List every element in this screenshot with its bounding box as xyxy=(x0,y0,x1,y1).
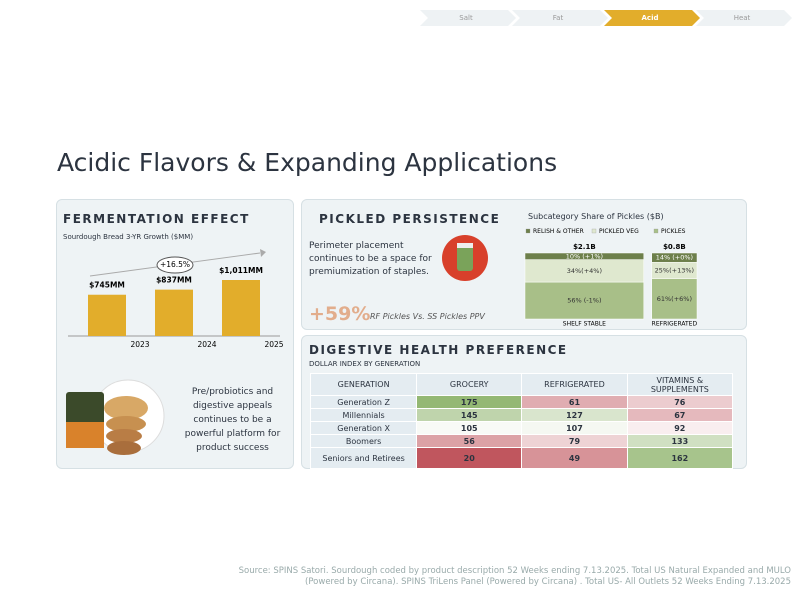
segment-label: 25%(+13%) xyxy=(655,266,694,274)
index-cell: 145 xyxy=(416,408,523,422)
index-cell: 56 xyxy=(416,434,523,448)
pickle-image xyxy=(442,235,488,281)
x-tick-label: 2025 xyxy=(264,340,283,349)
segment-label: 14% (+0%) xyxy=(656,254,693,262)
bar-chart: +16.5% $745MM 2023 $837MM 2024 $1,011MM 2025 xyxy=(68,249,284,349)
index-cell: 79 xyxy=(521,434,628,448)
row-label: Millennials xyxy=(309,408,418,422)
bar xyxy=(155,289,193,336)
segment-label: 10% (+1%) xyxy=(566,252,603,260)
pickled-body: Perimeter placement continues to be a sp… xyxy=(309,241,432,277)
segment-label: 61%(+6%) xyxy=(657,295,692,303)
index-cell: 76 xyxy=(626,395,734,409)
index-cell: 61 xyxy=(521,395,628,409)
stat-caption: RF Pickles Vs. SS Pickles PPV xyxy=(370,312,485,321)
legend-label: RELISH & OTHER xyxy=(533,228,584,235)
column-header: VITAMINS & SUPPLEMENTS xyxy=(626,373,734,396)
nav-step[interactable] xyxy=(604,10,700,26)
segment xyxy=(651,252,698,263)
index-cell: 20 xyxy=(416,447,523,469)
index-cell: 49 xyxy=(521,447,628,469)
panel-title: PICKLED PERSISTENCE xyxy=(319,212,501,226)
segment xyxy=(524,252,645,260)
x-tick-label: 2024 xyxy=(197,340,216,349)
row-label: Generation X xyxy=(309,421,418,435)
total-label: $2.1B xyxy=(573,243,596,251)
annotation: +16.5% xyxy=(160,260,190,269)
panel-title: DIGESTIVE HEALTH PREFERENCE xyxy=(309,343,568,357)
legend-swatch xyxy=(653,228,659,234)
index-cell: 105 xyxy=(416,421,523,435)
legend-label: PICKLED VEG xyxy=(599,228,639,235)
index-table: GENERATION GROCERY REFRIGERATED VITAMINS & … xyxy=(309,373,734,469)
legend-swatch xyxy=(525,228,531,234)
row-label: Seniors and Retirees xyxy=(309,447,418,469)
product-image xyxy=(66,379,165,455)
table-row: Generation Z 175 61 76 xyxy=(309,395,734,409)
nav-step[interactable] xyxy=(420,10,516,26)
chart-subtitle: Sourdough Bread 3-YR Growth ($MM) xyxy=(63,233,194,241)
source: Source: SPINS Satori. Sourdough coded by… xyxy=(238,566,791,587)
segment xyxy=(524,281,645,320)
bar xyxy=(88,294,126,336)
table-row: Boomers 56 79 133 xyxy=(309,434,734,448)
panel-title: FERMENTATION EFFECT xyxy=(63,212,250,226)
index-cell: 67 xyxy=(626,408,734,422)
fermentation-body: Pre/probiotics and digestive appeals con… xyxy=(184,387,281,453)
nav-label[interactable]: Fat xyxy=(553,14,564,22)
arrow-head xyxy=(260,249,266,257)
value-label: $745MM xyxy=(89,281,125,290)
nav-label[interactable]: Heat xyxy=(734,14,751,22)
table-row: Millennials 145 127 67 xyxy=(309,408,734,422)
x-tick-label: SHELF STABLE xyxy=(563,321,606,328)
index-cell: 133 xyxy=(626,434,734,448)
index-cell: 127 xyxy=(521,408,628,422)
table-subtitle: DOLLAR INDEX BY GENERATION xyxy=(309,360,421,368)
column-header: GROCERY xyxy=(416,373,523,396)
nav: Salt Fat Acid Heat xyxy=(420,10,792,26)
nav-label[interactable]: Salt xyxy=(459,14,473,22)
index-cell: 107 xyxy=(521,421,628,435)
stat: +59% xyxy=(309,303,371,325)
value-label: $1,011MM xyxy=(219,266,263,275)
table-row: Generation X 105 107 92 xyxy=(309,421,734,435)
table-row: Seniors and Retirees 20 49 162 xyxy=(309,447,734,469)
total-label: $0.8B xyxy=(663,243,686,251)
x-tick-label: 2023 xyxy=(130,340,149,349)
bar xyxy=(222,280,260,336)
column-header: GENERATION xyxy=(309,373,418,396)
legend-swatch xyxy=(591,228,597,234)
nav-step[interactable] xyxy=(512,10,608,26)
x-tick-label: REFRIGERATED xyxy=(652,321,698,328)
segment-label: 34%(+4%) xyxy=(567,267,602,275)
segment xyxy=(651,278,698,320)
index-cell: 162 xyxy=(626,447,734,469)
chart-title: Subcategory Share of Pickles ($B) xyxy=(528,212,664,221)
slide-title: Acidic Flavors & Expanding Applications xyxy=(57,148,558,177)
nav-step[interactable] xyxy=(696,10,792,26)
legend-label: PICKLES xyxy=(661,228,686,235)
segment-label: 56% (-1%) xyxy=(567,297,601,305)
value-label: $837MM xyxy=(156,276,192,285)
annotation-bubble xyxy=(156,256,194,274)
row-label: Boomers xyxy=(309,434,418,448)
index-cell: 92 xyxy=(626,421,734,435)
header-row: GENERATION GROCERY REFRIGERATED VITAMINS & … xyxy=(309,373,734,396)
column-header: REFRIGERATED xyxy=(521,373,628,396)
row-label: Generation Z xyxy=(309,395,418,409)
index-cell: 175 xyxy=(416,395,523,409)
nav-label[interactable]: Acid xyxy=(642,14,659,22)
marimekko-chart: RELISH & OTHER PICKLED VEG PICKLES $2.1B 56%… xyxy=(524,228,698,328)
